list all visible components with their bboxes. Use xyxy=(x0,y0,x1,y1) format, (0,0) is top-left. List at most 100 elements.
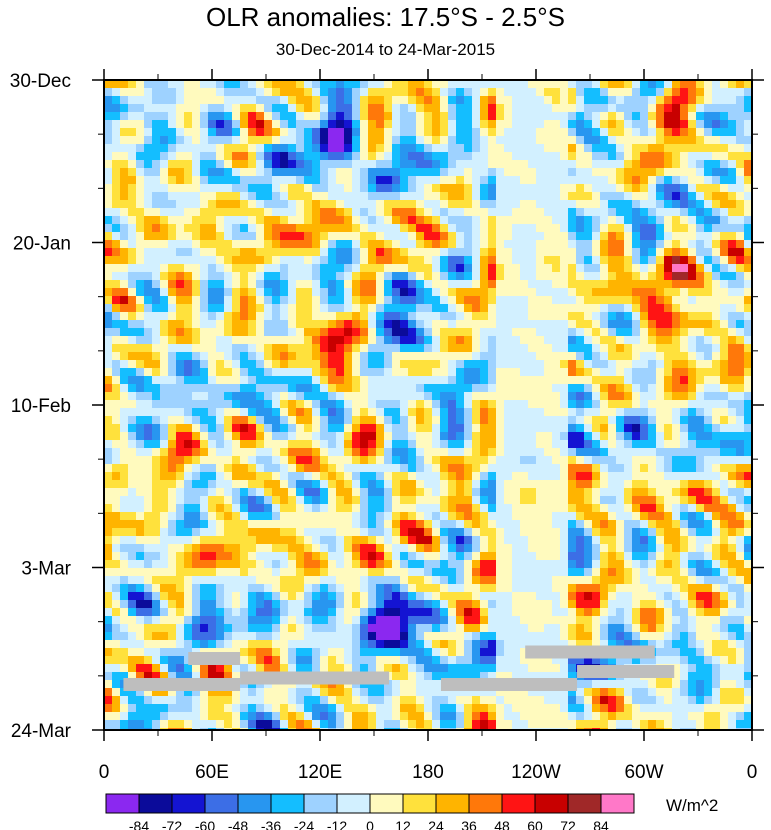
field-cell xyxy=(296,528,305,537)
field-cell xyxy=(552,392,561,401)
field-cell xyxy=(160,88,169,97)
field-cell xyxy=(408,304,417,313)
field-cell xyxy=(464,424,473,433)
field-cell xyxy=(584,504,593,513)
field-cell xyxy=(120,168,129,177)
field-cell xyxy=(456,448,465,457)
field-cell xyxy=(264,176,273,185)
field-cell xyxy=(232,176,241,185)
field-cell xyxy=(744,376,752,385)
field-cell xyxy=(424,128,433,137)
field-cell xyxy=(176,232,185,241)
field-cell xyxy=(224,184,233,193)
field-cell xyxy=(520,152,529,161)
field-cell xyxy=(240,488,249,497)
field-cell xyxy=(440,536,449,545)
field-cell xyxy=(216,528,225,537)
field-cell xyxy=(704,248,713,257)
field-cell xyxy=(656,232,665,241)
field-cell xyxy=(344,120,353,129)
field-cell xyxy=(336,168,345,177)
field-cell xyxy=(504,312,513,321)
field-cell xyxy=(216,488,225,497)
field-cell xyxy=(592,528,601,537)
field-cell xyxy=(632,312,641,321)
field-cell xyxy=(128,560,137,569)
field-cell xyxy=(272,384,281,393)
field-cell xyxy=(560,80,569,89)
field-cell xyxy=(208,352,217,361)
field-cell xyxy=(688,520,697,529)
field-cell xyxy=(576,528,585,537)
field-cell xyxy=(368,384,377,393)
field-cell xyxy=(104,448,113,457)
field-cell xyxy=(176,96,185,105)
field-cell xyxy=(488,128,497,137)
field-cell xyxy=(360,512,369,521)
field-cell xyxy=(264,256,273,265)
field-cell xyxy=(160,288,169,297)
field-cell xyxy=(200,248,209,257)
field-cell xyxy=(360,80,369,89)
field-cell xyxy=(672,432,681,441)
field-cell xyxy=(704,352,713,361)
field-cell xyxy=(272,568,281,577)
field-cell xyxy=(480,80,489,89)
field-cell xyxy=(168,192,177,201)
field-cell xyxy=(512,496,521,505)
field-cell xyxy=(688,208,697,217)
field-cell xyxy=(568,96,577,105)
field-cell xyxy=(584,376,593,385)
field-cell xyxy=(568,376,577,385)
field-cell xyxy=(288,136,297,145)
field-cell xyxy=(152,144,161,153)
field-cell xyxy=(448,528,457,537)
field-cell xyxy=(112,312,121,321)
field-cell xyxy=(136,304,145,313)
field-cell xyxy=(200,472,209,481)
field-cell xyxy=(664,448,673,457)
field-cell xyxy=(184,256,193,265)
field-cell xyxy=(432,312,441,321)
field-cell xyxy=(296,96,305,105)
field-cell xyxy=(744,272,752,281)
field-cell xyxy=(536,400,545,409)
field-cell xyxy=(496,472,505,481)
field-cell xyxy=(320,512,329,521)
field-cell xyxy=(416,472,425,481)
field-cell xyxy=(504,344,513,353)
field-cell xyxy=(280,288,289,297)
field-cell xyxy=(144,480,153,489)
field-cell xyxy=(152,288,161,297)
field-cell xyxy=(384,160,393,169)
field-cell xyxy=(280,416,289,425)
field-cell xyxy=(520,200,529,209)
field-cell xyxy=(576,472,585,481)
field-cell xyxy=(104,488,113,497)
field-cell xyxy=(736,88,745,97)
field-cell xyxy=(280,304,289,313)
field-cell xyxy=(384,424,393,433)
field-cell xyxy=(640,88,649,97)
field-cell xyxy=(496,208,505,217)
field-cell xyxy=(552,120,561,129)
field-cell xyxy=(312,144,321,153)
field-cell xyxy=(408,512,417,521)
field-cell xyxy=(712,368,721,377)
field-cell xyxy=(352,304,361,313)
field-cell xyxy=(224,440,233,449)
field-cell xyxy=(320,216,329,225)
field-cell xyxy=(560,552,569,561)
field-cell xyxy=(392,480,401,489)
field-cell xyxy=(256,448,265,457)
field-cell xyxy=(208,88,217,97)
field-cell xyxy=(704,240,713,249)
field-cell xyxy=(664,528,673,537)
field-cell xyxy=(104,392,113,401)
field-cell xyxy=(472,456,481,465)
field-cell xyxy=(240,456,249,465)
field-cell xyxy=(744,224,752,233)
field-cell xyxy=(704,160,713,169)
field-cell xyxy=(480,392,489,401)
field-cell xyxy=(384,328,393,337)
